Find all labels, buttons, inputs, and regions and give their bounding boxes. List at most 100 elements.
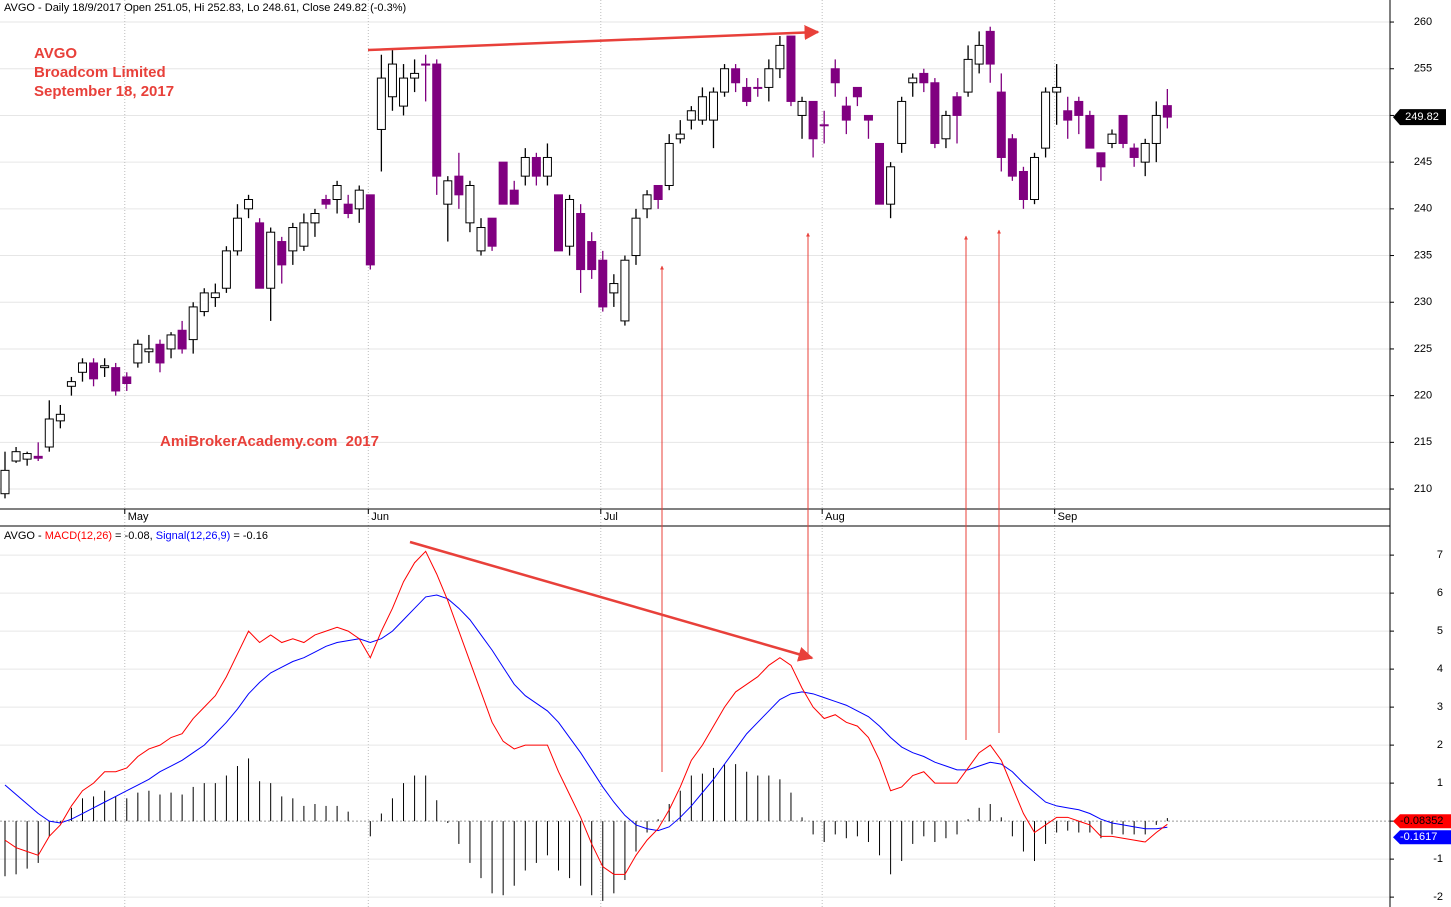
trend-arrow — [367, 25, 820, 52]
candle-body — [875, 142, 885, 205]
candle-body — [609, 283, 619, 294]
candle-body — [664, 142, 674, 186]
candle-body — [620, 259, 630, 322]
annotation: September 18, 2017 — [34, 83, 174, 100]
y-tick-label: 2 — [1437, 739, 1443, 751]
candle-body — [520, 156, 530, 177]
candle-body — [996, 91, 1006, 158]
candle-body — [387, 63, 397, 98]
legend-value: = -0.08, — [112, 530, 156, 542]
candle-body — [365, 194, 375, 266]
candle-body — [1007, 138, 1017, 177]
candle-body — [897, 100, 907, 144]
candle-body — [598, 259, 608, 308]
candle-body — [122, 376, 132, 384]
y-tick-label: 245 — [1414, 156, 1432, 168]
last-price-label: 249.82 — [1405, 111, 1439, 123]
candle-body — [930, 82, 940, 144]
candle-body — [753, 86, 763, 89]
candle-body — [1162, 105, 1172, 118]
annotation: Broadcom Limited — [34, 64, 166, 81]
y-tick-label: -2 — [1433, 891, 1443, 903]
candle-body — [33, 455, 43, 459]
candle-body — [44, 418, 54, 448]
y-tick-label: 5 — [1437, 625, 1443, 637]
candle-body — [886, 166, 896, 205]
candle-body — [0, 469, 10, 495]
candle-body — [376, 77, 386, 130]
candle-body — [22, 453, 32, 460]
candle-body — [775, 44, 785, 70]
x-tick-label: Sep — [1058, 511, 1078, 523]
candle-body — [266, 231, 276, 289]
y-tick-label: 215 — [1414, 436, 1432, 448]
candle-body — [177, 329, 187, 350]
candle-body — [531, 156, 541, 177]
candle-body — [742, 86, 752, 102]
legend-name: MACD(12,26) — [45, 530, 112, 542]
last-value-box — [1393, 814, 1451, 829]
candle-body — [830, 68, 840, 84]
candle-body — [985, 30, 995, 65]
candle-body — [1096, 152, 1106, 168]
candle-body — [133, 343, 143, 364]
candle-body — [432, 63, 442, 177]
candle-body — [111, 367, 121, 392]
candle-body — [354, 189, 364, 210]
candle-body — [731, 68, 741, 84]
candle-body — [863, 114, 873, 121]
candle-body — [1118, 114, 1128, 144]
grid-layer — [0, 0, 1390, 907]
candle-body — [841, 105, 851, 121]
y-tick-label: 3 — [1437, 701, 1443, 713]
trend-arrow — [409, 540, 814, 662]
last-price-box — [1393, 109, 1446, 126]
series-line — [4, 594, 1168, 832]
candle-body — [1063, 110, 1073, 121]
candle-body — [952, 96, 962, 116]
candle-body — [11, 451, 21, 462]
candle-body — [1074, 100, 1084, 116]
candle-body — [653, 184, 663, 201]
candle-body — [288, 227, 298, 252]
candle-body — [89, 362, 99, 380]
candle-body — [819, 124, 829, 127]
candle-body — [764, 68, 774, 88]
candle-body — [852, 86, 862, 98]
y-tick-label: 1 — [1437, 777, 1443, 789]
y-tick-label: -1 — [1433, 853, 1443, 865]
candle-body — [55, 413, 65, 422]
candle-body — [454, 175, 464, 196]
candle-body — [1085, 114, 1095, 149]
candle-body — [697, 96, 707, 121]
candle-body — [299, 222, 309, 247]
candle-body — [631, 217, 641, 257]
legend-value: = -0.16 — [230, 530, 268, 542]
candle-body — [498, 161, 508, 205]
candle-body — [720, 68, 730, 93]
candle-body — [255, 222, 265, 289]
chart-title: AVGO - Daily 18/9/2017 Open 251.05, Hi 2… — [4, 2, 406, 14]
candle-body — [675, 133, 685, 140]
y-tick-label: 230 — [1414, 296, 1432, 308]
candle-body — [686, 110, 696, 121]
y-tick-label: 210 — [1414, 483, 1432, 495]
candle-body — [155, 343, 165, 364]
candle-body — [277, 241, 287, 266]
candle-body — [919, 72, 929, 84]
y-tick-label: 220 — [1414, 390, 1432, 402]
candle-body — [310, 213, 320, 224]
x-tick-label: Jul — [604, 511, 618, 523]
annotation: AmiBrokerAcademy.com 2017 — [160, 433, 379, 450]
candle-body — [509, 189, 519, 205]
last-value-label: -0.1617 — [1400, 831, 1437, 843]
candle-body — [77, 362, 87, 373]
y-tick-label: 240 — [1414, 203, 1432, 215]
candle-body — [244, 199, 254, 210]
y-tick-label: 6 — [1437, 587, 1443, 599]
candle-body — [1140, 142, 1150, 163]
y-tick-label: 235 — [1414, 249, 1432, 261]
candle-body — [808, 100, 818, 140]
